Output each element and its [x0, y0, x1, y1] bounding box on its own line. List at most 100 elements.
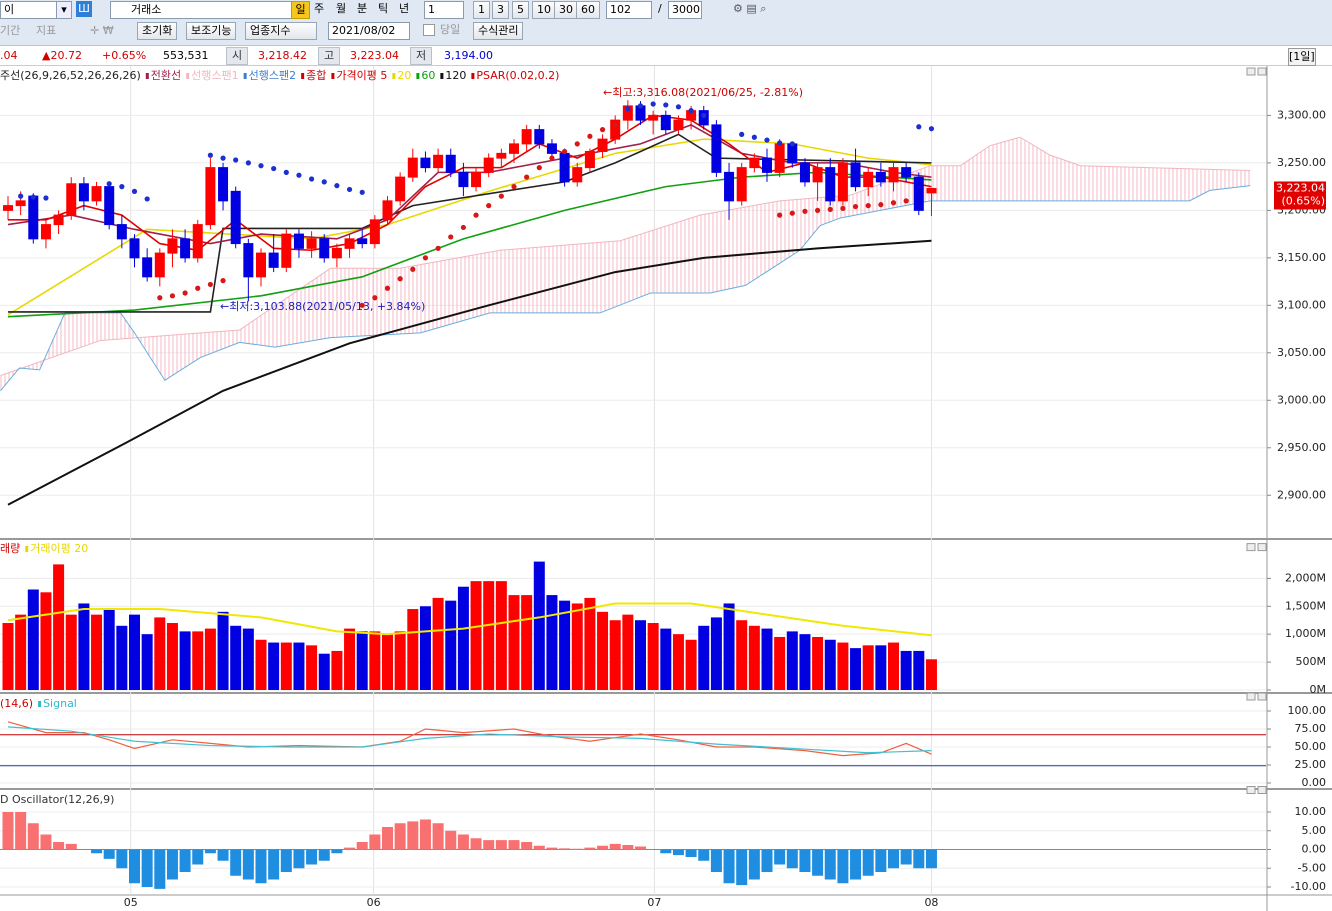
period-tab[interactable]: 분 [357, 2, 368, 15]
volume-bar [179, 631, 191, 690]
y-tick-label: 2,950.00 [1277, 441, 1326, 454]
y-tick-label: 2,000M [1285, 571, 1326, 584]
y-tick-label: 3,300.00 [1277, 108, 1326, 121]
ma-line [7, 239, 932, 506]
psar-dot [359, 189, 365, 195]
psar-dot [890, 200, 897, 206]
macd-bar [698, 849, 710, 861]
macd-bar [179, 849, 191, 872]
legend-label: Signal [43, 697, 77, 710]
icon[interactable]: Ш [76, 1, 92, 17]
low-label: 저 [410, 47, 433, 65]
volume-bar [913, 650, 925, 690]
pane-button [1246, 67, 1256, 76]
volume-bar [204, 628, 216, 690]
period-badge[interactable]: [1일] [1288, 48, 1316, 66]
period-tab[interactable]: 년 [399, 2, 410, 15]
market-field[interactable]: 거래소 [110, 1, 299, 19]
psar-dot [321, 179, 327, 185]
pane-button [1246, 786, 1256, 794]
candle-body [673, 119, 684, 131]
interval-btn[interactable]: 30 [554, 1, 578, 19]
psar-dot [245, 160, 251, 166]
interval-btn[interactable]: 1 [473, 1, 490, 19]
reset-btn[interactable]: 초기화 [137, 22, 178, 40]
sector-btn[interactable]: 업종지수 [245, 22, 317, 40]
psar-dot [397, 276, 403, 282]
candle-body [154, 252, 165, 278]
candle-body [825, 167, 836, 202]
candle-body [243, 243, 254, 278]
period-btn[interactable]: 기간 [0, 24, 21, 37]
candle-body [205, 167, 216, 226]
code-input[interactable]: 이 [0, 1, 70, 19]
annotation: ←최고:3,316.08(2021/06/25, -2.81%) [603, 86, 803, 99]
period-tab[interactable]: 월 [336, 2, 347, 15]
psar-dot [372, 295, 378, 301]
count-input[interactable]: 102 [606, 1, 652, 19]
period-tab[interactable]: 일 [291, 1, 310, 19]
candle-body [104, 186, 115, 226]
candle-body [749, 157, 760, 169]
candle-body [331, 247, 342, 259]
date-combo[interactable]: 2021/08/02 [328, 22, 410, 40]
interval-btn[interactable]: 5 [512, 1, 529, 19]
volume-bar [217, 611, 229, 690]
unit-combo[interactable]: 1 [424, 1, 464, 19]
indicator-btn[interactable]: 지표 [36, 24, 57, 37]
candle-body [597, 138, 608, 152]
interval-btn[interactable]: 60 [576, 1, 600, 19]
macd-bar [154, 849, 166, 889]
volume-bar [242, 628, 254, 690]
volume-bar [710, 617, 722, 690]
volume-bar [774, 636, 786, 690]
candle-body [91, 186, 102, 202]
candle-body [230, 190, 241, 245]
y-tick-label: 25.00 [1295, 758, 1327, 771]
period-tab[interactable]: 주 [314, 2, 325, 15]
macd-bar [419, 819, 431, 850]
psar-dot [448, 234, 454, 240]
psar-dot [663, 102, 669, 108]
y-tick-label: 3,000.00 [1277, 393, 1326, 406]
legend-marker [416, 73, 420, 79]
icons[interactable]: ✛ ₩ [90, 24, 114, 37]
volume-bar [584, 597, 596, 690]
volume-bar [166, 623, 178, 690]
period-tab[interactable]: 틱 [378, 2, 389, 15]
volume-bar [445, 600, 457, 690]
volume-bar [419, 606, 431, 690]
psar-dot [220, 278, 226, 284]
checkbox[interactable] [423, 24, 435, 36]
total-input[interactable]: 3000 [668, 1, 702, 19]
macd-bar [2, 812, 14, 850]
formula-btn[interactable]: 수식관리 [473, 22, 524, 40]
psar-dot [384, 285, 391, 291]
assist-btn[interactable]: 보조기능 [186, 22, 237, 40]
volume-bar [280, 642, 292, 690]
legend-label: 종합 [306, 69, 326, 82]
candle-body [850, 162, 861, 188]
psar-dot [789, 141, 795, 147]
interval-btn[interactable]: 10 [532, 1, 556, 19]
y-tick-label: 50.00 [1295, 740, 1327, 753]
y-tick-label: 500M [1296, 655, 1327, 668]
psar-dot [764, 137, 770, 143]
candle-body [913, 176, 924, 211]
macd-bar [432, 823, 444, 850]
legend-marker [25, 546, 29, 552]
macd-bar [15, 812, 27, 850]
candle-body [787, 143, 798, 164]
macd-bar [382, 827, 393, 850]
y-tick-label: 0.00 [1302, 776, 1327, 789]
today-label[interactable]: 당일 [440, 23, 461, 36]
volume-bar [685, 639, 697, 690]
candle-body [420, 157, 431, 169]
candle-body [78, 183, 89, 202]
dropdown[interactable]: ▾ [56, 1, 72, 19]
icons[interactable]: ⚙ ▤ ⌕ [733, 2, 767, 15]
interval-btn[interactable]: 3 [492, 1, 509, 19]
psar-dot [688, 108, 694, 114]
